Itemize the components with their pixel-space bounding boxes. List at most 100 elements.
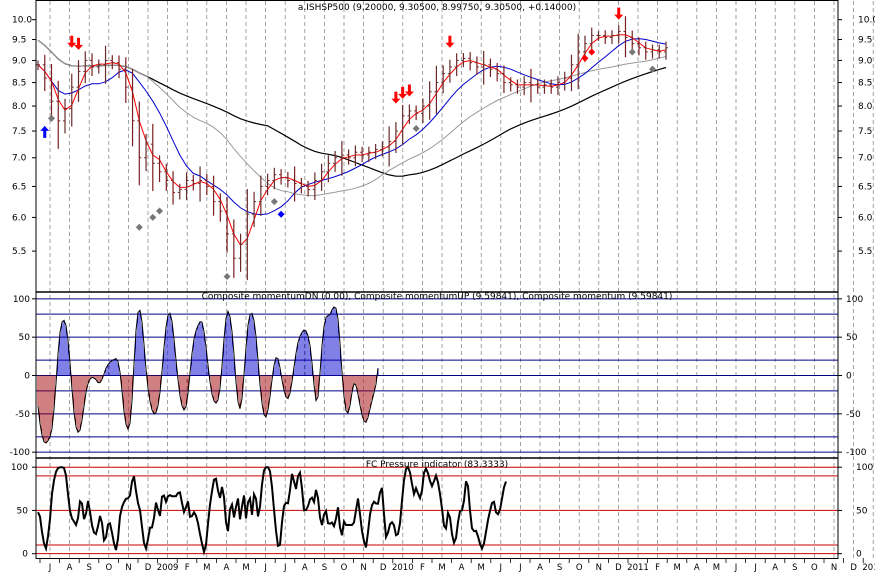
- price-bar: [56, 80, 61, 149]
- price-y-axis-right: 5.5 6.0 6.5 7.0 7.5 8.0 8.5 9.0 9.5 10.0: [838, 16, 875, 257]
- price-bar: [252, 191, 257, 227]
- price-bar: [63, 98, 68, 134]
- price-bar: [515, 79, 520, 94]
- month-label: J: [734, 563, 738, 573]
- diamond-marker-icon: [223, 273, 231, 281]
- y-tick-label: 0: [22, 550, 28, 560]
- month-label: S: [86, 563, 91, 573]
- time-axis: J A S O N D 2009 F M A M J J A S O N D 2010 F M A M J J A S O N D 2011…: [39, 558, 875, 573]
- pressure-y-axis-left: 0 50 100: [11, 463, 36, 560]
- price-bar: [279, 169, 284, 185]
- price-bar: [164, 163, 169, 191]
- month-label: M: [674, 563, 681, 573]
- price-bar: [576, 33, 581, 90]
- y-tick-label: 5.5: [858, 247, 872, 257]
- month-label: J: [518, 563, 522, 573]
- y-tick-label: -50: [15, 410, 30, 420]
- diamond-marker-icon: [135, 223, 143, 231]
- momentum-y-axis-right: -100 -50 0 50 100: [838, 295, 867, 458]
- month-label: 2011: [627, 563, 649, 573]
- y-tick-label: 9.0: [12, 56, 27, 66]
- y-tick-label: 100: [856, 463, 873, 473]
- y-tick-label: 0: [24, 372, 30, 382]
- price-bar: [299, 177, 304, 194]
- price-bar: [42, 54, 47, 92]
- price-bar: [96, 59, 101, 74]
- month-label: D: [380, 563, 387, 573]
- month-label: 2010: [392, 563, 414, 573]
- month-label: 2012: [862, 563, 875, 573]
- y-tick-label: 100: [13, 295, 30, 305]
- y-tick-label: 0: [846, 372, 852, 382]
- y-tick-label: 6.0: [12, 213, 27, 223]
- momentum-panel: -100 -50 0 50 100 -100 -50 0 50 100 Composite mo…: [10, 292, 867, 458]
- price-bar: [225, 197, 230, 253]
- price-bar: [130, 69, 135, 147]
- y-tick-label: 8.5: [12, 79, 26, 89]
- month-label: O: [105, 563, 112, 573]
- sell-arrow-icon: [74, 37, 84, 50]
- y-tick-label: 10.0: [858, 16, 875, 26]
- price-panel-title: a.ISHSP500 (9.20000, 9.30500, 8.99750, 9…: [298, 3, 576, 13]
- month-label: A: [223, 563, 229, 573]
- month-label: M: [203, 563, 210, 573]
- plot-frame: [35, 0, 839, 559]
- y-tick-label: 9.5: [858, 36, 872, 46]
- y-tick-label: 7.5: [12, 127, 26, 137]
- price-bar: [211, 175, 216, 216]
- price-bar: [272, 167, 277, 190]
- price-bar: [427, 81, 432, 120]
- price-bar: [366, 146, 371, 162]
- y-tick-label: 6.0: [858, 213, 873, 223]
- momentum-line: [37, 306, 379, 444]
- y-tick-label: 7.5: [858, 127, 872, 137]
- month-label: D: [850, 563, 857, 573]
- price-bar: [407, 104, 412, 125]
- momentum-y-axis-left: -100 -50 0 50 100: [10, 295, 36, 458]
- moving-averages: [37, 34, 667, 247]
- price-bar: [393, 122, 398, 153]
- price-bar: [454, 53, 459, 77]
- price-bar: [238, 233, 243, 272]
- price-bar: [522, 76, 527, 96]
- month-label: J: [283, 563, 287, 573]
- price-bar: [360, 146, 365, 162]
- moving-average-line: [37, 34, 667, 247]
- pressure-panel-title: FC Pressure indicator (83.3333): [366, 460, 508, 470]
- price-bar: [664, 41, 668, 60]
- y-tick-label: 10.0: [12, 16, 32, 26]
- y-tick-label: 50: [856, 506, 868, 516]
- month-label: N: [125, 563, 131, 573]
- price-bar: [434, 65, 439, 114]
- y-tick-label: 7.0: [858, 154, 873, 164]
- month-label: M: [438, 563, 445, 573]
- pressure-y-axis-right: 0 50 100: [838, 463, 873, 560]
- price-bar: [441, 65, 446, 94]
- price-bar: [562, 71, 567, 91]
- price-bar: [400, 104, 405, 146]
- price-bar: [447, 59, 452, 83]
- price-bar: [420, 98, 425, 123]
- price-bar: [643, 41, 648, 60]
- price-bar: [319, 163, 324, 191]
- momentum-panel-title: Composite momentumDN (0.00), Composite m…: [202, 292, 673, 302]
- y-tick-label: 100: [11, 463, 28, 473]
- y-tick-label: 50: [17, 506, 29, 516]
- y-tick-label: -50: [846, 410, 861, 420]
- price-bar: [312, 172, 317, 200]
- price-bar: [245, 189, 250, 281]
- diamond-marker-icon: [648, 65, 656, 73]
- month-label: 2009: [157, 563, 179, 573]
- sell-arrow-icon: [614, 7, 624, 20]
- month-label: M: [478, 563, 485, 573]
- price-bar: [177, 183, 182, 200]
- price-bar: [204, 173, 209, 196]
- diamond-marker-icon: [628, 48, 636, 56]
- month-label: A: [694, 563, 700, 573]
- price-bar: [596, 31, 601, 41]
- price-bar: [231, 219, 236, 278]
- price-bars: [36, 16, 668, 281]
- price-bar: [474, 56, 479, 75]
- price-bar: [636, 37, 641, 56]
- month-label: A: [459, 563, 465, 573]
